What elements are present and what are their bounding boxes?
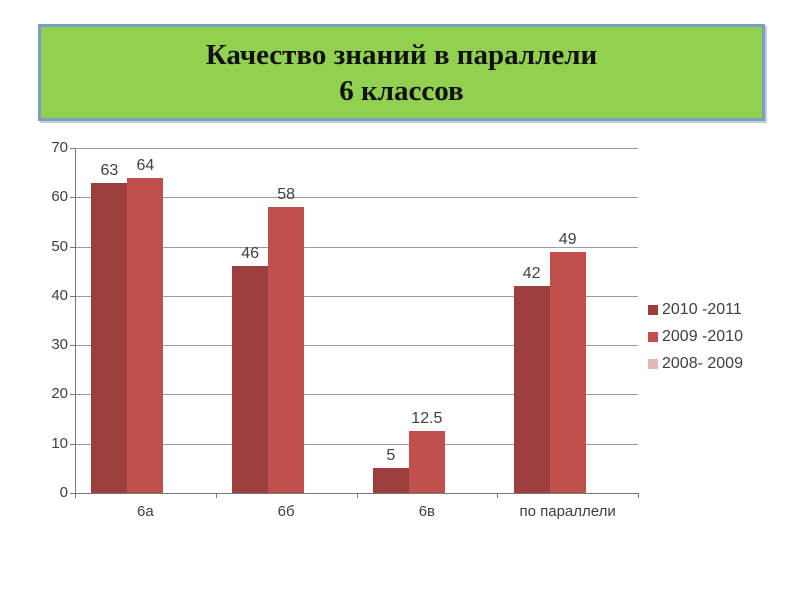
- legend-label: 2009 -2010: [662, 327, 743, 345]
- legend-row: 2009 -2010: [648, 323, 743, 350]
- legend-swatch-icon: [648, 304, 658, 315]
- gridline-60: [75, 197, 638, 199]
- y-axis-tick-label: 60: [51, 188, 68, 206]
- x-axis-tick-mark: [638, 493, 639, 498]
- title-line-2: 6 классов: [339, 74, 464, 107]
- bar-value-label: 42: [522, 265, 541, 282]
- y-axis-tick-label: 0: [59, 484, 68, 501]
- legend-swatch-icon: [648, 358, 658, 369]
- y-axis-tick-label: 40: [51, 286, 68, 304]
- x-axis-category-label: 6в: [418, 503, 436, 520]
- title-line-1: Качество знаний в параллели: [205, 38, 598, 71]
- x-axis-tick-mark: [497, 493, 499, 498]
- legend-label: 2010 -2011: [662, 300, 742, 318]
- chart-legend: 2010 -2011 2009 -2010 2008- 2009: [648, 296, 743, 377]
- bar-2009-2010-по параллели: [549, 251, 586, 493]
- gridline-40: [75, 295, 638, 297]
- x-axis-tick-mark: [75, 493, 76, 498]
- gridline-30: [75, 345, 638, 347]
- legend-swatch-icon: [648, 331, 658, 342]
- bar-2009-2010-6в: [408, 431, 445, 493]
- legend-row: 2010 -2011: [648, 296, 743, 323]
- bar-value-label: 63: [100, 161, 119, 179]
- x-axis-category-label: по параллели: [519, 503, 616, 520]
- bar-value-label: 12.5: [411, 410, 443, 428]
- y-axis-tick-mark: [70, 345, 75, 347]
- bar-value-label: 49: [558, 230, 577, 248]
- legend-row: 2008- 2009: [648, 350, 743, 377]
- gridline-70: [75, 148, 638, 149]
- title-banner: Качество знаний в параллели 6 классов: [38, 24, 765, 121]
- bar-value-label: 64: [136, 156, 155, 174]
- bar-value-label: 46: [241, 245, 260, 263]
- x-axis-tick-mark: [215, 493, 217, 498]
- gridline-10: [75, 443, 638, 445]
- y-axis-tick-label: 20: [51, 385, 68, 403]
- bar-2010-2011-6а: [91, 182, 128, 493]
- y-axis-tick-mark: [70, 394, 75, 396]
- bar-2010-2011-6в: [372, 468, 409, 493]
- bar-2010-2011-по параллели: [513, 286, 550, 493]
- y-axis-tick-mark: [70, 246, 75, 248]
- y-axis-tick-mark: [70, 148, 75, 149]
- bar-2009-2010-6б: [268, 207, 305, 493]
- x-axis-category-label: 6б: [277, 503, 295, 520]
- y-axis-tick-label: 70: [51, 139, 68, 156]
- bar-value-label: 58: [277, 186, 296, 204]
- bar-2009-2010-6а: [127, 177, 164, 493]
- gridline-20: [75, 394, 638, 396]
- bar-value-label: 5: [386, 447, 396, 465]
- y-axis-tick-label: 30: [51, 336, 68, 354]
- x-axis-category-label: 6а: [137, 503, 154, 520]
- bar-chart: 0 10 20 30 40 50 60 70 63 46 5 42 64 58 12.5 49 6а 6б 6в по…: [0, 126, 800, 546]
- bar-2010-2011-6б: [232, 266, 269, 493]
- y-axis-tick-mark: [70, 493, 75, 494]
- y-axis-tick-label: 50: [51, 237, 68, 255]
- y-axis-tick-mark: [70, 295, 75, 297]
- y-axis-line: [75, 148, 76, 494]
- legend-label: 2008- 2009: [662, 354, 743, 372]
- y-axis-tick-mark: [70, 443, 75, 445]
- gridline-50: [75, 246, 638, 248]
- y-axis-tick-label: 10: [51, 434, 68, 452]
- x-axis-tick-mark: [356, 493, 358, 498]
- y-axis-tick-mark: [70, 197, 75, 199]
